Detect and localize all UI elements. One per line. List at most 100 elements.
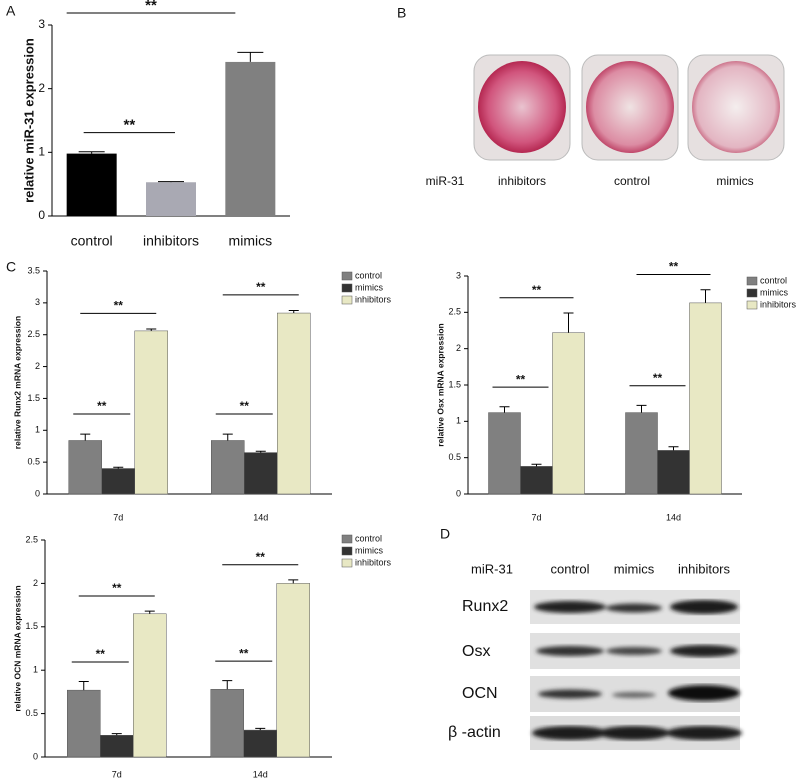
y-tick-label: 1.5 bbox=[25, 621, 38, 631]
y-tick-label: 0.5 bbox=[27, 457, 40, 467]
bar bbox=[625, 412, 658, 495]
y-tick-label: 3 bbox=[456, 270, 461, 280]
legend-swatch bbox=[341, 558, 353, 568]
significance-label: ** bbox=[256, 280, 266, 294]
y-tick-label: 2 bbox=[35, 361, 40, 371]
column-label: mimics bbox=[614, 561, 655, 576]
x-tick-label: 14d bbox=[253, 769, 268, 779]
legend-swatch bbox=[341, 546, 353, 556]
legend-label: mimics bbox=[355, 282, 383, 292]
panel-label: B bbox=[397, 5, 406, 21]
error-bar bbox=[111, 733, 122, 736]
row-label: Runx2 bbox=[462, 598, 508, 615]
y-tick-label: 0 bbox=[456, 488, 461, 498]
bar bbox=[520, 466, 553, 495]
error-bar bbox=[531, 463, 542, 467]
x-tick-label: control bbox=[71, 233, 113, 249]
bar bbox=[68, 440, 102, 495]
bar bbox=[552, 332, 585, 495]
error-bar bbox=[288, 310, 299, 314]
significance-label: ** bbox=[239, 646, 249, 660]
legend-label: control bbox=[760, 275, 787, 285]
legend-swatch bbox=[746, 276, 758, 286]
error-bar bbox=[222, 433, 233, 441]
error-bar bbox=[255, 727, 266, 731]
legend-label: control bbox=[355, 533, 382, 543]
x-tick-label: 7d bbox=[113, 512, 123, 522]
significance-label: ** bbox=[532, 283, 542, 297]
y-tick-label: 0 bbox=[35, 488, 40, 498]
y-axis-label: relative OCN mRNA expression bbox=[12, 585, 22, 711]
bar bbox=[657, 450, 690, 495]
x-tick-label: 14d bbox=[253, 512, 268, 522]
error-bar bbox=[80, 433, 91, 441]
legend-swatch bbox=[341, 534, 353, 544]
y-tick-label: 1.5 bbox=[448, 379, 461, 389]
bar bbox=[101, 468, 135, 495]
error-bar bbox=[113, 466, 124, 469]
error-bar bbox=[237, 51, 264, 62]
legend-swatch bbox=[746, 288, 758, 298]
bar bbox=[277, 312, 311, 495]
bar bbox=[225, 61, 276, 216]
error-bar bbox=[499, 406, 510, 413]
bar bbox=[488, 412, 521, 495]
significance-label: ** bbox=[112, 581, 122, 595]
legend-label: control bbox=[355, 270, 382, 280]
error-bar bbox=[144, 610, 155, 614]
error-bar bbox=[78, 680, 89, 691]
significance-label: ** bbox=[145, 0, 157, 14]
row-label: miR-31 bbox=[426, 174, 465, 188]
column-label: control bbox=[550, 561, 589, 576]
significance-label: ** bbox=[653, 371, 663, 385]
panel-label: A bbox=[6, 3, 16, 19]
row-label: Osx bbox=[462, 643, 490, 660]
y-tick-label: 3 bbox=[35, 297, 40, 307]
bar bbox=[67, 689, 101, 758]
bar bbox=[211, 440, 245, 495]
column-label: inhibitors bbox=[678, 561, 731, 576]
y-tick-label: 3 bbox=[38, 17, 45, 31]
error-bar bbox=[158, 181, 184, 183]
bar bbox=[276, 583, 310, 758]
y-axis-label: relative Osx mRNA expression bbox=[435, 323, 445, 446]
bar bbox=[244, 452, 278, 495]
significance-label: ** bbox=[256, 550, 266, 564]
bar bbox=[134, 330, 168, 495]
well bbox=[478, 61, 566, 153]
y-tick-label: 2.5 bbox=[448, 307, 461, 317]
y-axis-label: relative miR-31 expression bbox=[21, 38, 36, 203]
legend-swatch bbox=[341, 295, 353, 305]
legend-swatch bbox=[746, 300, 758, 310]
column-label: inhibitors bbox=[498, 174, 546, 188]
y-tick-label: 2.5 bbox=[25, 534, 38, 544]
y-tick-label: 3.5 bbox=[27, 265, 40, 275]
row-label: OCN bbox=[462, 685, 498, 702]
y-tick-label: 2 bbox=[33, 578, 38, 588]
panel-label: C bbox=[6, 259, 16, 275]
significance-label: ** bbox=[669, 260, 679, 274]
y-tick-label: 0 bbox=[33, 751, 38, 761]
blot bbox=[530, 590, 742, 750]
error-bar bbox=[668, 446, 679, 451]
column-label: control bbox=[614, 174, 650, 188]
y-tick-label: 1.5 bbox=[27, 393, 40, 403]
legend-label: inhibitors bbox=[355, 557, 392, 567]
bar bbox=[146, 182, 196, 216]
bar bbox=[66, 153, 117, 216]
y-tick-label: 2.5 bbox=[27, 329, 40, 339]
x-tick-label: mimics bbox=[229, 233, 273, 249]
x-tick-label: 7d bbox=[112, 769, 122, 779]
error-bar bbox=[700, 289, 711, 303]
column-label: mimics bbox=[716, 174, 753, 188]
well bbox=[586, 61, 674, 153]
bar bbox=[210, 689, 244, 758]
x-tick-label: 14d bbox=[666, 512, 681, 522]
row-label: β -actin bbox=[448, 724, 501, 741]
significance-label: ** bbox=[114, 299, 124, 313]
bar bbox=[100, 735, 134, 758]
y-tick-label: 1 bbox=[35, 425, 40, 435]
y-tick-label: 1 bbox=[33, 665, 38, 675]
